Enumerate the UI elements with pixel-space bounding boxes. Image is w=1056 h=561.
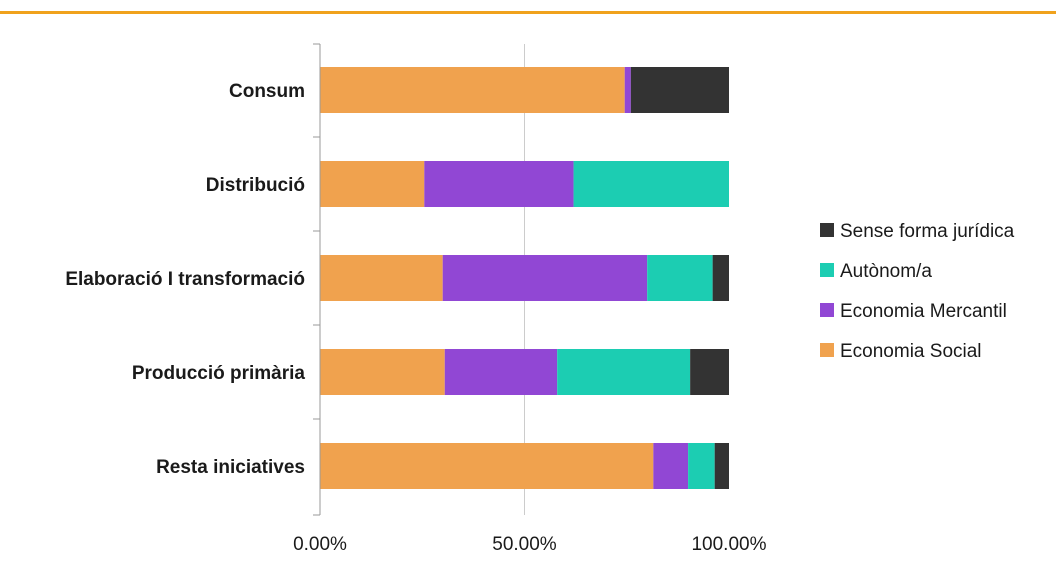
- category-label: Distribució: [206, 175, 305, 196]
- legend-swatch-economia-mercantil: [820, 303, 834, 317]
- legend-label-sense-forma-juridica: Sense forma jurídica: [840, 221, 1015, 242]
- category-label: Producció primària: [132, 363, 306, 384]
- bar-segment-distribucio-economia-social: [320, 161, 425, 207]
- legend-swatch-economia-social: [820, 343, 834, 357]
- category-label: Elaboració I transformació: [65, 269, 305, 290]
- bar-segment-produccio-primaria-sense-forma-juridica: [690, 349, 729, 395]
- bar-segment-produccio-primaria-economia-social: [320, 349, 445, 395]
- x-tick-labels: 0.00% 50.00% 100.00%: [293, 534, 767, 555]
- bar-segment-consum-sense-forma-juridica: [630, 67, 729, 113]
- bar-segment-elaboracio-i-transformacio-economia-social: [320, 255, 443, 301]
- bar-segment-produccio-primaria-economia-mercantil: [444, 349, 558, 395]
- bar-segment-consum-economia-mercantil: [624, 67, 631, 113]
- top-accent-rule: [0, 11, 1056, 14]
- legend-label-economia-social: Economia Social: [840, 341, 982, 362]
- x-tick-label: 50.00%: [492, 534, 557, 555]
- bar-segment-consum-economia-social: [320, 67, 625, 113]
- bar-segment-distribucio-economia-mercantil: [424, 161, 574, 207]
- bar-segment-distribucio-autonom-a: [573, 161, 729, 207]
- legend-swatch-sense-forma-juridica: [820, 223, 834, 237]
- bars-layer: [320, 67, 729, 489]
- category-label: Resta iniciatives: [156, 457, 305, 478]
- bar-segment-elaboracio-i-transformacio-sense-forma-juridica: [712, 255, 729, 301]
- category-labels: Consum Distribució Elaboració I transforma…: [65, 81, 305, 478]
- bar-segment-resta-iniciatives-sense-forma-juridica: [714, 443, 729, 489]
- x-tick-label: 0.00%: [293, 534, 347, 555]
- legend-label-autonom-a: Autònom/a: [840, 261, 932, 282]
- bar-segment-elaboracio-i-transformacio-economia-mercantil: [442, 255, 648, 301]
- bar-segment-resta-iniciatives-autonom-a: [688, 443, 715, 489]
- legend-swatch-autonom-a: [820, 263, 834, 277]
- bar-segment-produccio-primaria-autonom-a: [557, 349, 691, 395]
- bar-segment-elaboracio-i-transformacio-autonom-a: [647, 255, 713, 301]
- x-tick-label: 100.00%: [691, 534, 766, 555]
- bar-segment-resta-iniciatives-economia-mercantil: [653, 443, 689, 489]
- legend: Sense forma jurídica Autònom/a Economia Me…: [820, 221, 1015, 362]
- axis-layer: [313, 43, 321, 516]
- legend-label-economia-mercantil: Economia Mercantil: [840, 301, 1007, 322]
- category-label: Consum: [229, 81, 305, 102]
- bar-segment-resta-iniciatives-economia-social: [320, 443, 654, 489]
